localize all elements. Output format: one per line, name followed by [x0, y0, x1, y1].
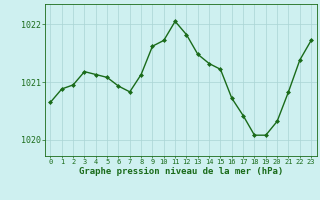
X-axis label: Graphe pression niveau de la mer (hPa): Graphe pression niveau de la mer (hPa)	[79, 167, 283, 176]
